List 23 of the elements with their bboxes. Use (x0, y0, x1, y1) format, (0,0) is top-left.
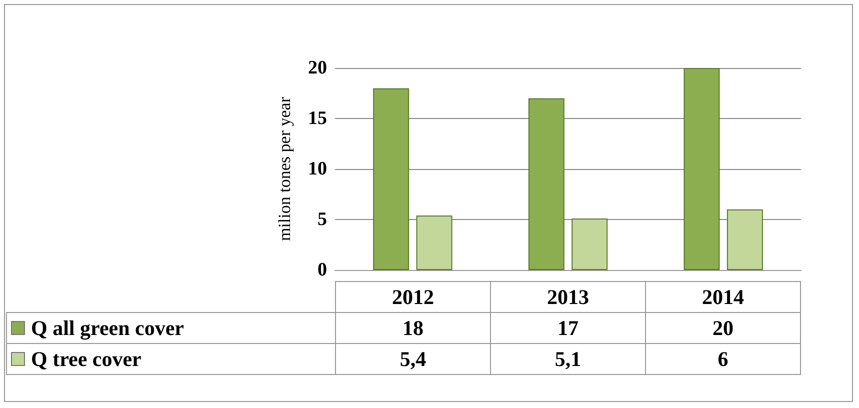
bar (572, 218, 608, 270)
x-tick-label: 2013 (490, 282, 646, 312)
y-tick-label: 20 (308, 58, 327, 78)
bar (373, 88, 410, 270)
legend-label: Q tree cover (6, 344, 336, 374)
bar (528, 98, 564, 270)
y-tick-label: 5 (318, 209, 327, 230)
data-label: 6 (646, 344, 800, 374)
legend-label: Q all green cover (6, 312, 336, 344)
data-label: 20 (646, 312, 800, 344)
y-axis-title: milion tones per year (275, 96, 294, 241)
x-tick-label: 2012 (336, 282, 490, 312)
y-tick-label: 15 (308, 108, 327, 129)
data-label: 18 (336, 312, 490, 344)
data-label: 5,4 (336, 344, 490, 374)
data-label: 17 (490, 312, 646, 344)
y-tick-label: 0 (318, 260, 327, 280)
bar (684, 68, 720, 270)
bar (416, 215, 452, 270)
bar (726, 209, 763, 270)
x-tick-label: 2014 (646, 282, 800, 312)
data-label: 5,1 (490, 344, 646, 374)
y-tick-label: 10 (308, 158, 327, 180)
